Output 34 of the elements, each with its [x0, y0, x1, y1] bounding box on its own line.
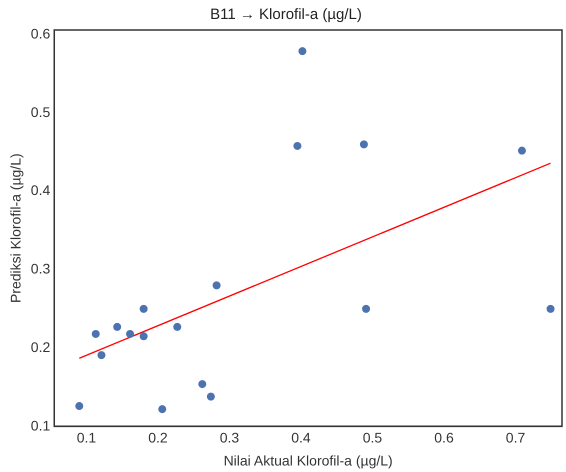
point	[198, 380, 206, 388]
x-tick-label: 0.5	[362, 430, 382, 446]
y-tick-label: 0.2	[30, 338, 50, 355]
point	[140, 332, 148, 340]
y-tick-label: 0.6	[30, 26, 50, 42]
y-tick-label: 0.3	[30, 260, 50, 277]
point	[206, 392, 215, 401]
point	[158, 405, 166, 414]
y-tick-label: 0.5	[30, 104, 50, 120]
point	[362, 304, 370, 313]
point	[546, 304, 555, 313]
point	[113, 322, 122, 331]
point	[126, 330, 134, 338]
point	[140, 304, 148, 313]
point	[92, 330, 100, 338]
x-tick-label: 0.7	[506, 430, 526, 446]
x-tick-label: 0.3	[220, 430, 240, 446]
point	[518, 146, 526, 155]
point	[298, 47, 306, 56]
y-tick-label: 0.4	[30, 182, 50, 198]
point	[360, 140, 368, 148]
point	[173, 322, 182, 331]
x-tick-label: 0.2	[148, 430, 168, 446]
x-axis-title: Nilai Aktual Klorofil-a (µg/L)	[224, 452, 393, 468]
point	[212, 281, 221, 290]
chart-title: B11 → Klorofil-a (µg/L)	[210, 6, 362, 24]
point	[293, 142, 302, 150]
y-axis-title: Prediksi Klorofil-a (µg/L)	[7, 153, 24, 304]
point	[75, 402, 84, 410]
x-tick-label: 0.4	[291, 430, 311, 446]
x-tick-label: 0.1	[76, 430, 96, 446]
point	[97, 351, 106, 360]
x-tick-label: 0.6	[434, 430, 454, 446]
y-tick-label: 0.1	[30, 417, 50, 434]
